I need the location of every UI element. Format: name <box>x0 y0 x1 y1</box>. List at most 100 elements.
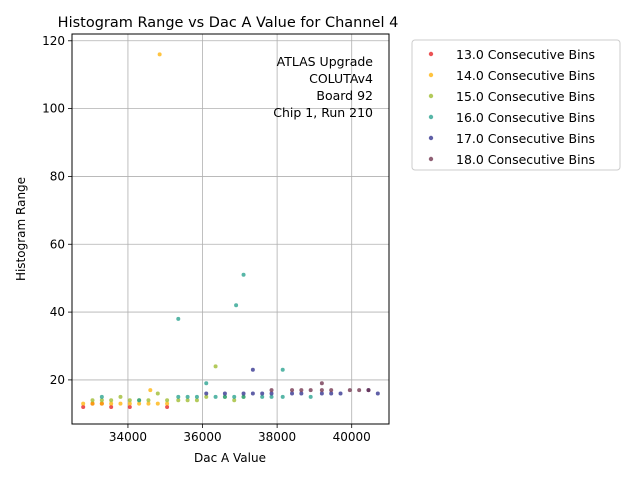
data-point <box>338 391 343 396</box>
data-point <box>157 52 162 57</box>
data-point <box>109 401 114 406</box>
data-point <box>194 394 199 399</box>
data-point <box>329 391 334 396</box>
plot-area-frame <box>71 33 390 425</box>
data-point <box>90 398 95 403</box>
data-point <box>241 391 246 396</box>
data-point <box>127 401 132 406</box>
data-point <box>319 381 324 386</box>
annotation-line: COLUTAv4 <box>309 71 373 86</box>
data-point <box>213 394 218 399</box>
data-point <box>347 388 352 393</box>
legend-item[interactable]: 16.0 Consecutive Bins <box>428 110 595 125</box>
data-point <box>165 405 170 410</box>
data-point <box>213 364 218 369</box>
data-point <box>308 388 313 393</box>
legend-label: 17.0 Consecutive Bins <box>456 131 595 146</box>
data-point <box>185 398 190 403</box>
y-tick-label: 20 <box>50 373 65 387</box>
legend-label: 16.0 Consecutive Bins <box>456 110 595 125</box>
data-point <box>280 367 285 372</box>
data-point <box>269 388 274 393</box>
data-point <box>176 394 181 399</box>
data-point <box>118 401 123 406</box>
data-point <box>90 401 95 406</box>
legend-marker <box>428 93 434 99</box>
series-3 <box>90 364 246 403</box>
legend[interactable]: 13.0 Consecutive Bins 14.0 Consecutive Bi… <box>411 39 621 171</box>
data-point <box>165 401 170 406</box>
legend-label: 18.0 Consecutive Bins <box>456 152 595 167</box>
data-point <box>222 394 227 399</box>
data-point <box>234 303 239 308</box>
data-point <box>109 398 114 403</box>
data-point <box>137 398 142 403</box>
data-point <box>269 391 274 396</box>
legend-marker <box>428 135 434 141</box>
data-point <box>176 398 181 403</box>
legend-label: 13.0 Consecutive Bins <box>456 47 595 62</box>
series-1 <box>81 401 170 410</box>
annotation-line: ATLAS Upgrade <box>277 54 374 69</box>
chart-annotation: ATLAS Upgrade COLUTAv4 Board 92 Chip 1, Run… <box>273 54 373 120</box>
data-point <box>290 388 295 393</box>
annotation-line: Board 92 <box>316 88 373 103</box>
legend-item[interactable]: 13.0 Consecutive Bins <box>428 47 595 62</box>
data-point <box>155 401 160 406</box>
data-point <box>319 391 324 396</box>
legend-marker <box>428 72 434 78</box>
data-point <box>241 272 246 277</box>
data-points <box>81 52 380 410</box>
data-point <box>204 391 209 396</box>
data-point <box>222 391 227 396</box>
data-point <box>176 316 181 321</box>
data-point <box>290 391 295 396</box>
data-point <box>299 388 304 393</box>
data-point <box>99 401 104 406</box>
series-6 <box>269 381 371 393</box>
legend-item[interactable]: 17.0 Consecutive Bins <box>428 131 595 146</box>
legend-marker <box>428 114 434 120</box>
y-tick-label: 100 <box>42 102 65 116</box>
series-4 <box>99 272 313 403</box>
data-point <box>299 391 304 396</box>
legend-label: 15.0 Consecutive Bins <box>456 89 595 104</box>
data-point <box>357 388 362 393</box>
data-point <box>204 381 209 386</box>
series-2 <box>81 52 170 406</box>
data-point <box>269 394 274 399</box>
data-point <box>165 398 170 403</box>
series-5 <box>204 367 380 396</box>
annotation-line: Chip 1, Run 210 <box>273 105 373 120</box>
legend-item[interactable]: 18.0 Consecutive Bins <box>428 152 595 167</box>
data-point <box>375 391 380 396</box>
data-point <box>366 388 371 393</box>
data-point <box>241 394 246 399</box>
chart-title: Histogram Range vs Dac A Value for Chann… <box>58 15 399 31</box>
data-point <box>280 394 285 399</box>
data-point <box>148 388 153 393</box>
data-point <box>194 398 199 403</box>
data-point <box>185 394 190 399</box>
data-point <box>250 367 255 372</box>
x-tick-label: 34000 <box>109 430 147 444</box>
legend-box <box>411 39 621 171</box>
legend-label: 14.0 Consecutive Bins <box>456 68 595 83</box>
x-tick-label: 40000 <box>333 430 371 444</box>
legend-item[interactable]: 14.0 Consecutive Bins <box>428 68 595 83</box>
data-point <box>232 398 237 403</box>
grid <box>72 34 389 424</box>
legend-item[interactable]: 15.0 Consecutive Bins <box>428 89 595 104</box>
data-point <box>109 405 114 410</box>
data-point <box>155 391 160 396</box>
data-point <box>250 391 255 396</box>
data-point <box>146 401 151 406</box>
x-tick-label: 38000 <box>258 430 296 444</box>
data-point <box>308 394 313 399</box>
data-point <box>146 398 151 403</box>
x-tick-label: 36000 <box>183 430 221 444</box>
data-point <box>99 398 104 403</box>
y-axis-label: Histogram Range <box>14 177 28 281</box>
data-point <box>260 391 265 396</box>
